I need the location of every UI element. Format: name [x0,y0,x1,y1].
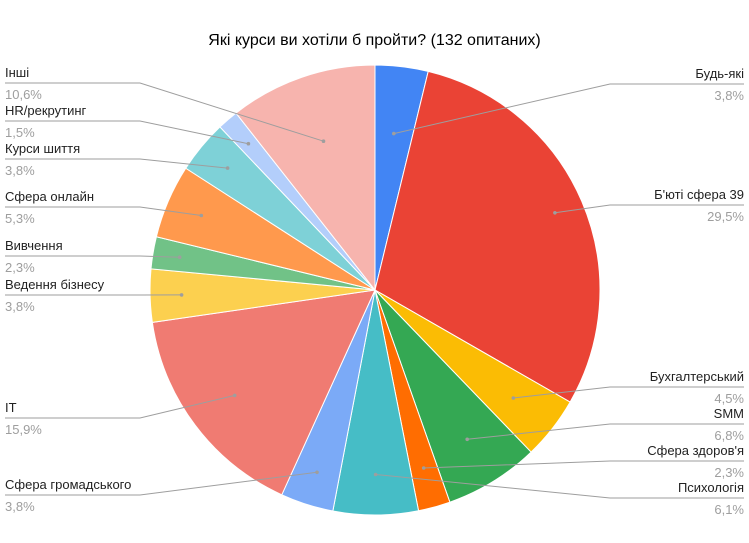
slice-3-label: Бухгалтерський [650,369,744,384]
slice-7-value-label: 3,8% [5,499,35,514]
slice-12-label: Курси шиття [5,141,80,156]
leader-lines [5,82,744,499]
slice-11-value-label: 5,3% [5,211,35,226]
slice-10-value-label: 2,3% [5,260,35,275]
slice-5-value-label: 2,3% [714,465,744,480]
slice-6-value-label: 6,1% [714,502,744,517]
pie-slices [149,64,601,516]
slice-4-label: SMM [714,406,744,421]
slice-3-leader-line [513,386,744,399]
slice-12-value-label: 3,8% [5,163,35,178]
slice-2-leader-line [554,204,744,214]
slice-10-leader-line [5,255,180,258]
slice-9-value-label: 3,8% [5,299,35,314]
slice-14-label: Інші [5,65,29,80]
slice-labels: Будь-які 3,8% Б'юті сфера 39 29,5% Бухгалтер… [5,65,744,517]
slice-6-label: Психологія [678,480,744,495]
slice-1-value-label: 3,8% [714,88,744,103]
slice-5-leader-line [423,460,744,469]
slice-6-leader-dot [373,472,378,477]
slice-8-leader-dot [232,393,237,398]
slice-7-label: Сфера громадського [5,477,131,492]
slice-6-leader-line [375,474,744,499]
slice-3-value-label: 4,5% [714,391,744,406]
slice-13-leader-dot [246,141,251,146]
slice-1-leader-line [393,83,744,135]
slice-3-leader-dot [511,396,516,400]
slice-5-leader-dot [421,466,426,470]
slice-5-label: Сфера здоров'я [647,443,744,458]
slice-8-label: IT [5,400,17,415]
slice-14-wedge [235,64,376,292]
slice-2-leader-dot [553,211,557,215]
slice-1-label: Будь-які [695,66,744,81]
slice-11-label: Сфера онлайн [5,189,94,204]
slice-13-label: HR/рекрутинг [5,103,87,118]
slice-7-leader-line [5,471,318,496]
slice-4-leader-dot [465,437,470,442]
chart-title: Які курси ви хотіли б пройти? (132 опита… [208,32,540,49]
slice-8-leader-line [5,394,235,419]
slice-14-value-label: 10,6% [5,87,42,102]
slice-9-leader-dot [179,293,184,297]
slice-4-value-label: 6,8% [714,428,744,443]
slice-12-leader-line [5,158,228,169]
slice-12-leader-dot [225,166,230,170]
slice-13-leader-line [5,120,249,145]
slice-4-leader-line [467,423,744,440]
slice-14-leader-line [5,82,324,142]
slice-14-leader-dot [321,139,326,143]
slice-2-value-label: 29,5% [707,209,744,224]
slice-7-leader-dot [315,470,319,475]
slice-2-label: Б'юті сфера 39 [654,187,744,202]
slice-10-label: Вивчення [5,238,63,253]
slice-8-value-label: 15,9% [5,422,42,437]
slice-9-label: Ведення бізнесу [5,277,105,292]
slice-13-value-label: 1,5% [5,125,35,140]
slice-1-leader-dot [392,131,396,136]
slice-2-wedge [374,70,601,403]
slice-11-leader-line [5,206,202,216]
slice-11-leader-dot [199,213,204,218]
slice-8-wedge [151,289,376,496]
slice-10-leader-dot [177,255,182,259]
